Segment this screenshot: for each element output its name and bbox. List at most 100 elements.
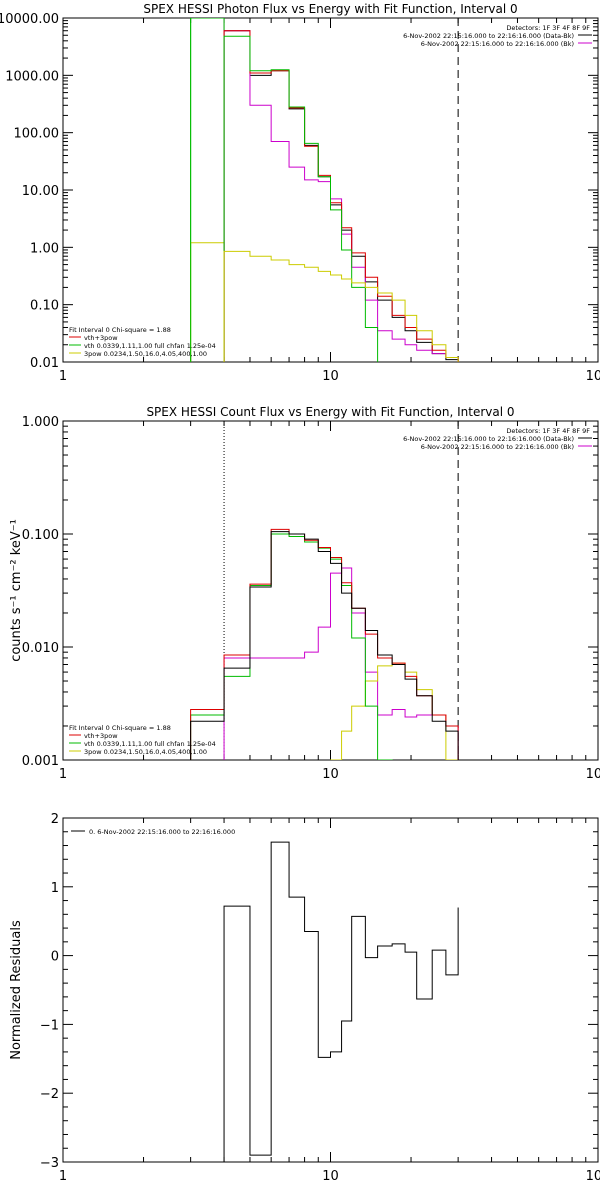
chart2-legend-top-0: 0. 6-Nov-2002 22:15:16.000 to 22:16:16.0… xyxy=(89,828,235,836)
chart0-ytick-label-0-01: 0.01 xyxy=(30,356,59,371)
chart0-series-3pow-point-6 xyxy=(335,274,336,275)
chart1-series-vth-3pow-point-1 xyxy=(236,654,237,655)
chart0-xtick-label-10: 10 xyxy=(322,369,339,384)
chart0-series-data-bk-point-7 xyxy=(346,229,347,230)
chart0-series-bk xyxy=(223,30,459,362)
chart0-series-bk-point-12 xyxy=(410,344,411,345)
chart0-series-vth-3pow-line xyxy=(223,30,459,362)
chart1-series-3pow-line xyxy=(330,662,459,760)
chart1-series-vth-3pow-point-11 xyxy=(384,657,385,658)
chart1-series-vth-line xyxy=(190,533,393,760)
chart1-series-bk-point-3 xyxy=(280,657,281,658)
chart1-series-data-bk-point-0 xyxy=(207,721,208,722)
chart2-frame xyxy=(62,817,599,1163)
chart1-series-vth-3pow-line xyxy=(190,528,459,760)
chart0-series-bk-point-8 xyxy=(358,267,359,268)
chart0-series-vth-3pow xyxy=(223,30,459,362)
chart0-series-vth-3pow-point-5 xyxy=(324,175,325,176)
chart0-series-data-bk-point-6 xyxy=(335,204,336,205)
chart0-series-3pow-point-15 xyxy=(451,357,452,358)
chart1-series-vth-3pow-point-3 xyxy=(280,529,281,530)
chart0-series-3pow-point-14 xyxy=(438,344,439,345)
chart1-series-bk-point-12 xyxy=(398,709,399,710)
chart0-series-bk-point-6 xyxy=(335,198,336,199)
chart1-series-data-bk-point-4 xyxy=(296,533,297,534)
chart2-ytick-label-2: −2 xyxy=(40,1087,59,1102)
chart1-fit-title: Fit Interval 0 Chi-square = 1.88 xyxy=(69,724,171,732)
chart0-series-data-bk-point-15 xyxy=(451,359,452,360)
chart2-series-0-6-nov-2002-22-15-16-000-to-22-16-16-000-line xyxy=(223,841,459,1162)
chart1-series-bk-point-9 xyxy=(358,612,359,613)
chart0-series-bk-point-10 xyxy=(384,330,385,331)
chart0-title: SPEX HESSI Photon Flux vs Energy with Fi… xyxy=(143,2,517,16)
chart0-series-vth-point-2 xyxy=(280,69,281,70)
chart0-series-vth xyxy=(223,35,379,362)
chart1-series-data-bk-point-11 xyxy=(384,654,385,655)
chart0-series-vth-3pow-point-14 xyxy=(438,350,439,351)
chart0-series-vth-3pow-point-9 xyxy=(371,277,372,278)
chart0-series-bk-point-5 xyxy=(324,181,325,182)
chart1-data xyxy=(190,421,459,760)
chart1-series-data-bk-point-14 xyxy=(424,695,425,696)
chart0-series-data-bk-point-11 xyxy=(398,317,399,318)
chart0-series-data-bk-line xyxy=(223,30,459,362)
chart0-series-vth-point-0 xyxy=(236,36,237,37)
chart2-ytick-label-1: 1 xyxy=(51,881,59,896)
chart0-series-vth-point-7 xyxy=(346,249,347,250)
count-flux-panel: SPEX HESSI Count Flux vs Energy with Fit… xyxy=(9,405,600,782)
chart2-series-0-6-nov-2002-22-15-16-000-to-22-16-16-000-point-15 xyxy=(451,974,452,975)
chart1-header-0: Detectors: 1F 3F 4F 8F 9F xyxy=(506,427,590,435)
chart0-series-vth-3pow-point-1 xyxy=(260,72,261,73)
chart2-ytick-label-2: 2 xyxy=(51,812,59,827)
chart1-series-vth-3pow-point-5 xyxy=(311,540,312,541)
chart0-extra-step-1 xyxy=(190,18,225,362)
chart2-xtick-label-10: 10 xyxy=(322,1169,339,1184)
chart0-series-vth-point-4 xyxy=(311,143,312,144)
chart1-series-vth-point-4 xyxy=(296,536,297,537)
chart1-series-3pow-point-9 xyxy=(358,705,359,706)
chart2-xtick-label-1: 1 xyxy=(59,1169,67,1184)
chart1-series-data-bk-point-1 xyxy=(236,668,237,669)
chart0-series-vth-3pow-point-10 xyxy=(384,296,385,297)
chart0-series-data-bk-point-13 xyxy=(424,342,425,343)
chart1-title: SPEX HESSI Count Flux vs Energy with Fit… xyxy=(146,405,514,419)
chart0-series-bk-point-4 xyxy=(311,179,312,180)
chart1-series-vth-3pow-point-6 xyxy=(324,547,325,548)
chart1-ylabel: counts s⁻¹ cm⁻² keV⁻¹ xyxy=(9,519,24,662)
chart1-series-data-bk-point-2 xyxy=(260,586,261,587)
chart0-series-3pow-point-1 xyxy=(260,256,261,257)
chart2-series-0-6-nov-2002-22-15-16-000-to-22-16-16-000-point-6 xyxy=(335,1051,336,1052)
chart0-series-3pow-point-0 xyxy=(236,251,237,252)
chart0-series-bk-line xyxy=(223,30,459,362)
chart0-series-3pow-point-10 xyxy=(384,292,385,293)
chart0-fit-legend-0: vth+3pow xyxy=(84,334,118,342)
chart0-series-bk-point-9 xyxy=(371,300,372,301)
chart1-series-vth-3pow-point-8 xyxy=(346,582,347,583)
chart1-xtick-label-1: 1 xyxy=(59,767,67,782)
chart0-series-bk-point-1 xyxy=(260,105,261,106)
chart0-data xyxy=(190,18,459,362)
chart0-series-vth-point-3 xyxy=(296,106,297,107)
chart0-xtick-label-1: 1 xyxy=(59,369,67,384)
chart0-series-vth-point-8 xyxy=(358,287,359,288)
chart1-series-data-bk-point-8 xyxy=(346,592,347,593)
chart0-ytick-label-1000-00: 1000.00 xyxy=(5,69,59,84)
chart0-ytick-label-10-00: 10.00 xyxy=(22,184,59,199)
chart0-series-vth-3pow-point-0 xyxy=(236,30,237,31)
chart0-series-data-bk-point-10 xyxy=(384,300,385,301)
chart0-series-vth-3pow-point-6 xyxy=(335,202,336,203)
chart0-series-bk-point-14 xyxy=(438,353,439,354)
chart1-series-bk-point-4 xyxy=(296,657,297,658)
chart0-series-data-bk-point-1 xyxy=(260,75,261,76)
chart0-series-vth-3pow-point-13 xyxy=(424,339,425,340)
chart0-legend-top-1: 6-Nov-2002 22:15:16.000 to 22:16:16.000 … xyxy=(421,40,574,48)
chart0-series-data-bk-point-9 xyxy=(371,281,372,282)
chart2-series-0-6-nov-2002-22-15-16-000-to-22-16-16-000-point-4 xyxy=(311,931,312,932)
chart0-series-data-bk xyxy=(223,30,459,362)
chart2-series-0-6-nov-2002-22-15-16-000-to-22-16-16-000-point-13 xyxy=(424,998,425,999)
chart0-series-vth-point-6 xyxy=(335,209,336,210)
chart2-series-0-6-nov-2002-22-15-16-000-to-22-16-16-000 xyxy=(223,841,459,1162)
chart0-series-vth-line xyxy=(223,35,379,362)
chart0-series-3pow-point-13 xyxy=(424,330,425,331)
chart0-series-3pow-point-11 xyxy=(398,300,399,301)
